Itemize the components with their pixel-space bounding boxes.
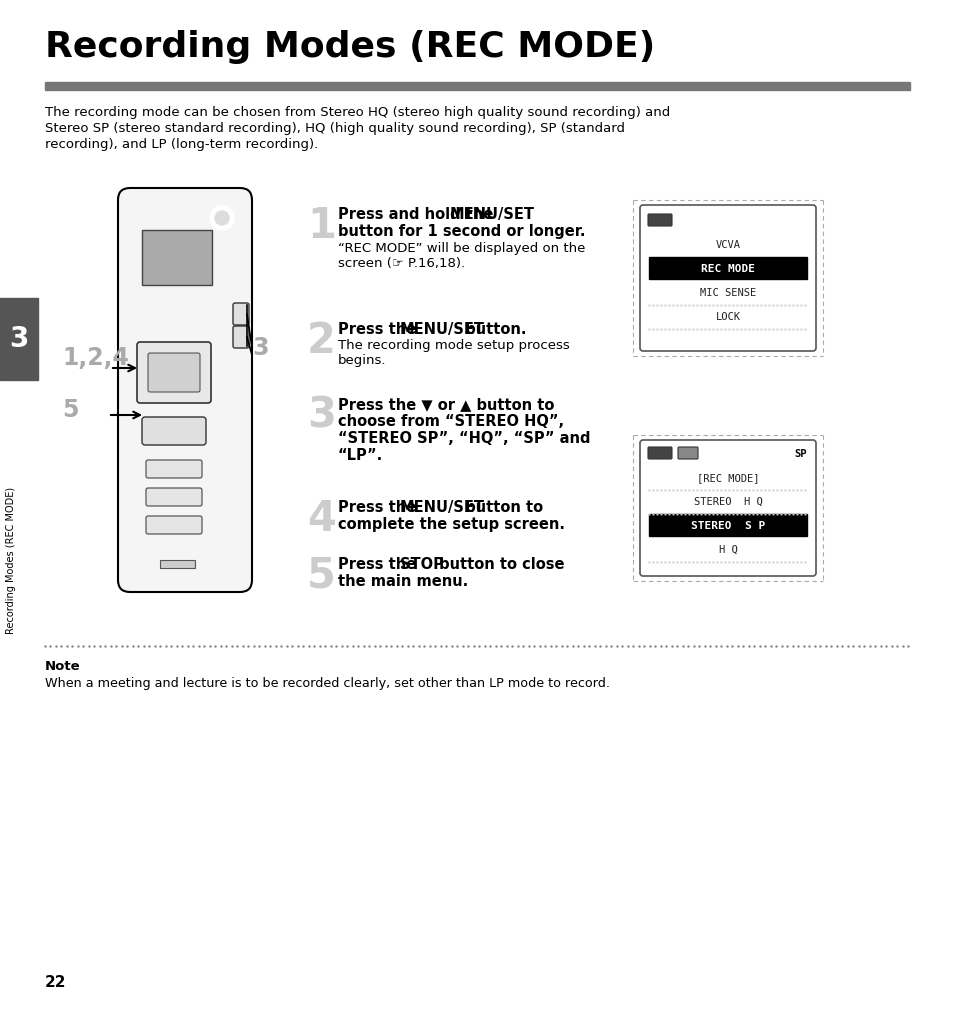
Text: Press the: Press the	[337, 322, 421, 337]
FancyBboxPatch shape	[639, 440, 815, 576]
FancyBboxPatch shape	[639, 205, 815, 351]
Text: STEREO  S P: STEREO S P	[690, 521, 764, 531]
FancyBboxPatch shape	[678, 447, 698, 459]
FancyBboxPatch shape	[647, 214, 671, 226]
Text: 5: 5	[62, 398, 78, 422]
Text: 2: 2	[307, 320, 335, 362]
Text: The recording mode setup process: The recording mode setup process	[337, 339, 569, 352]
Text: the main menu.: the main menu.	[337, 574, 468, 589]
Text: 3: 3	[252, 336, 268, 360]
FancyBboxPatch shape	[146, 487, 202, 506]
FancyBboxPatch shape	[146, 516, 202, 535]
FancyBboxPatch shape	[146, 460, 202, 478]
Text: “REC MODE” will be displayed on the: “REC MODE” will be displayed on the	[337, 242, 585, 256]
Text: [REC MODE]: [REC MODE]	[696, 473, 759, 483]
Text: Press the: Press the	[337, 500, 421, 515]
Circle shape	[210, 206, 233, 230]
Text: MENU/SET: MENU/SET	[450, 207, 535, 222]
Text: H Q: H Q	[718, 545, 737, 555]
Text: 22: 22	[45, 975, 67, 990]
Text: complete the setup screen.: complete the setup screen.	[337, 517, 564, 532]
Text: button to: button to	[455, 500, 542, 515]
Text: 1: 1	[307, 205, 335, 247]
Text: “LP”.: “LP”.	[337, 448, 383, 463]
Text: LOCK: LOCK	[715, 312, 740, 322]
Bar	[648, 257, 806, 279]
Text: recording), and LP (long-term recording).: recording), and LP (long-term recording)…	[45, 138, 318, 151]
Text: Press the: Press the	[337, 557, 421, 572]
Text: begins.: begins.	[337, 354, 386, 367]
FancyBboxPatch shape	[142, 417, 206, 445]
Text: MENU/SET: MENU/SET	[399, 322, 484, 337]
FancyBboxPatch shape	[233, 303, 249, 325]
Bar	[0, 298, 38, 380]
Text: REC MODE: REC MODE	[700, 264, 754, 274]
Text: When a meeting and lecture is to be recorded clearly, set other than LP mode to : When a meeting and lecture is to be reco…	[45, 677, 609, 690]
Bar	[45, 82, 909, 90]
Bar	[142, 230, 212, 285]
Text: STOP: STOP	[399, 557, 443, 572]
Text: “STEREO SP”, “HQ”, “SP” and: “STEREO SP”, “HQ”, “SP” and	[337, 431, 590, 446]
Text: VCVA: VCVA	[715, 240, 740, 250]
Text: Press and hold the: Press and hold the	[337, 207, 498, 222]
Text: SP: SP	[794, 449, 806, 459]
Text: Stereo SP (stereo standard recording), HQ (high quality sound recording), SP (st: Stereo SP (stereo standard recording), H…	[45, 122, 624, 135]
Text: MIC SENSE: MIC SENSE	[700, 288, 756, 298]
Text: 3: 3	[10, 325, 29, 353]
Text: button for 1 second or longer.: button for 1 second or longer.	[337, 224, 585, 239]
Text: Recording Modes (REC MODE): Recording Modes (REC MODE)	[6, 486, 16, 634]
Text: 3: 3	[307, 394, 335, 437]
FancyBboxPatch shape	[118, 188, 252, 592]
Text: button to close: button to close	[434, 557, 564, 572]
Text: Recording Modes (REC MODE): Recording Modes (REC MODE)	[45, 30, 655, 64]
Text: Press the ▼ or ▲ button to: Press the ▼ or ▲ button to	[337, 397, 554, 412]
Text: MENU/SET: MENU/SET	[399, 500, 484, 515]
Text: 1,2,4: 1,2,4	[62, 346, 129, 370]
Text: Note: Note	[45, 660, 81, 673]
Text: choose from “STEREO HQ”,: choose from “STEREO HQ”,	[337, 414, 563, 429]
Text: screen (☞ P.16,18).: screen (☞ P.16,18).	[337, 257, 465, 270]
Text: The recording mode can be chosen from Stereo HQ (stereo high quality sound recor: The recording mode can be chosen from St…	[45, 106, 670, 119]
Circle shape	[214, 211, 229, 225]
Bar	[648, 514, 806, 536]
FancyBboxPatch shape	[647, 447, 671, 459]
Bar	[160, 560, 194, 568]
Text: STEREO  H Q: STEREO H Q	[693, 497, 761, 507]
FancyBboxPatch shape	[148, 353, 200, 392]
FancyBboxPatch shape	[137, 342, 211, 403]
Text: 4: 4	[307, 498, 335, 540]
Text: 5: 5	[307, 555, 335, 597]
FancyBboxPatch shape	[233, 326, 249, 349]
Text: button.: button.	[455, 322, 526, 337]
